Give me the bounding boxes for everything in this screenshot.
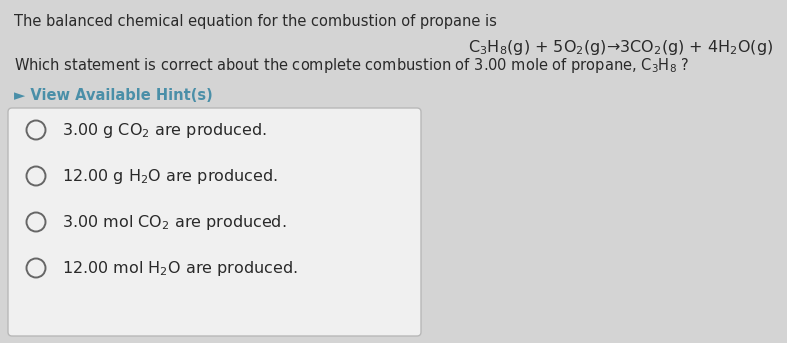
Text: C$_3$H$_8$(g) + 5O$_2$(g)→3CO$_2$(g) + 4H$_2$O(g): C$_3$H$_8$(g) + 5O$_2$(g)→3CO$_2$(g) + 4… — [467, 38, 773, 57]
Text: 12.00 g H$_2$O are produced.: 12.00 g H$_2$O are produced. — [62, 166, 278, 186]
Text: Which statement is correct about the complete combustion of 3.00 mole of propane: Which statement is correct about the com… — [14, 56, 689, 75]
Text: 3.00 mol CO$_2$ are produced.: 3.00 mol CO$_2$ are produced. — [62, 213, 286, 232]
Text: ► View Available Hint(s): ► View Available Hint(s) — [14, 88, 212, 103]
Text: 3.00 g CO$_2$ are produced.: 3.00 g CO$_2$ are produced. — [62, 120, 267, 140]
FancyBboxPatch shape — [8, 108, 421, 336]
Text: 12.00 mol H$_2$O are produced.: 12.00 mol H$_2$O are produced. — [62, 259, 297, 277]
Text: The balanced chemical equation for the combustion of propane is: The balanced chemical equation for the c… — [14, 14, 497, 29]
